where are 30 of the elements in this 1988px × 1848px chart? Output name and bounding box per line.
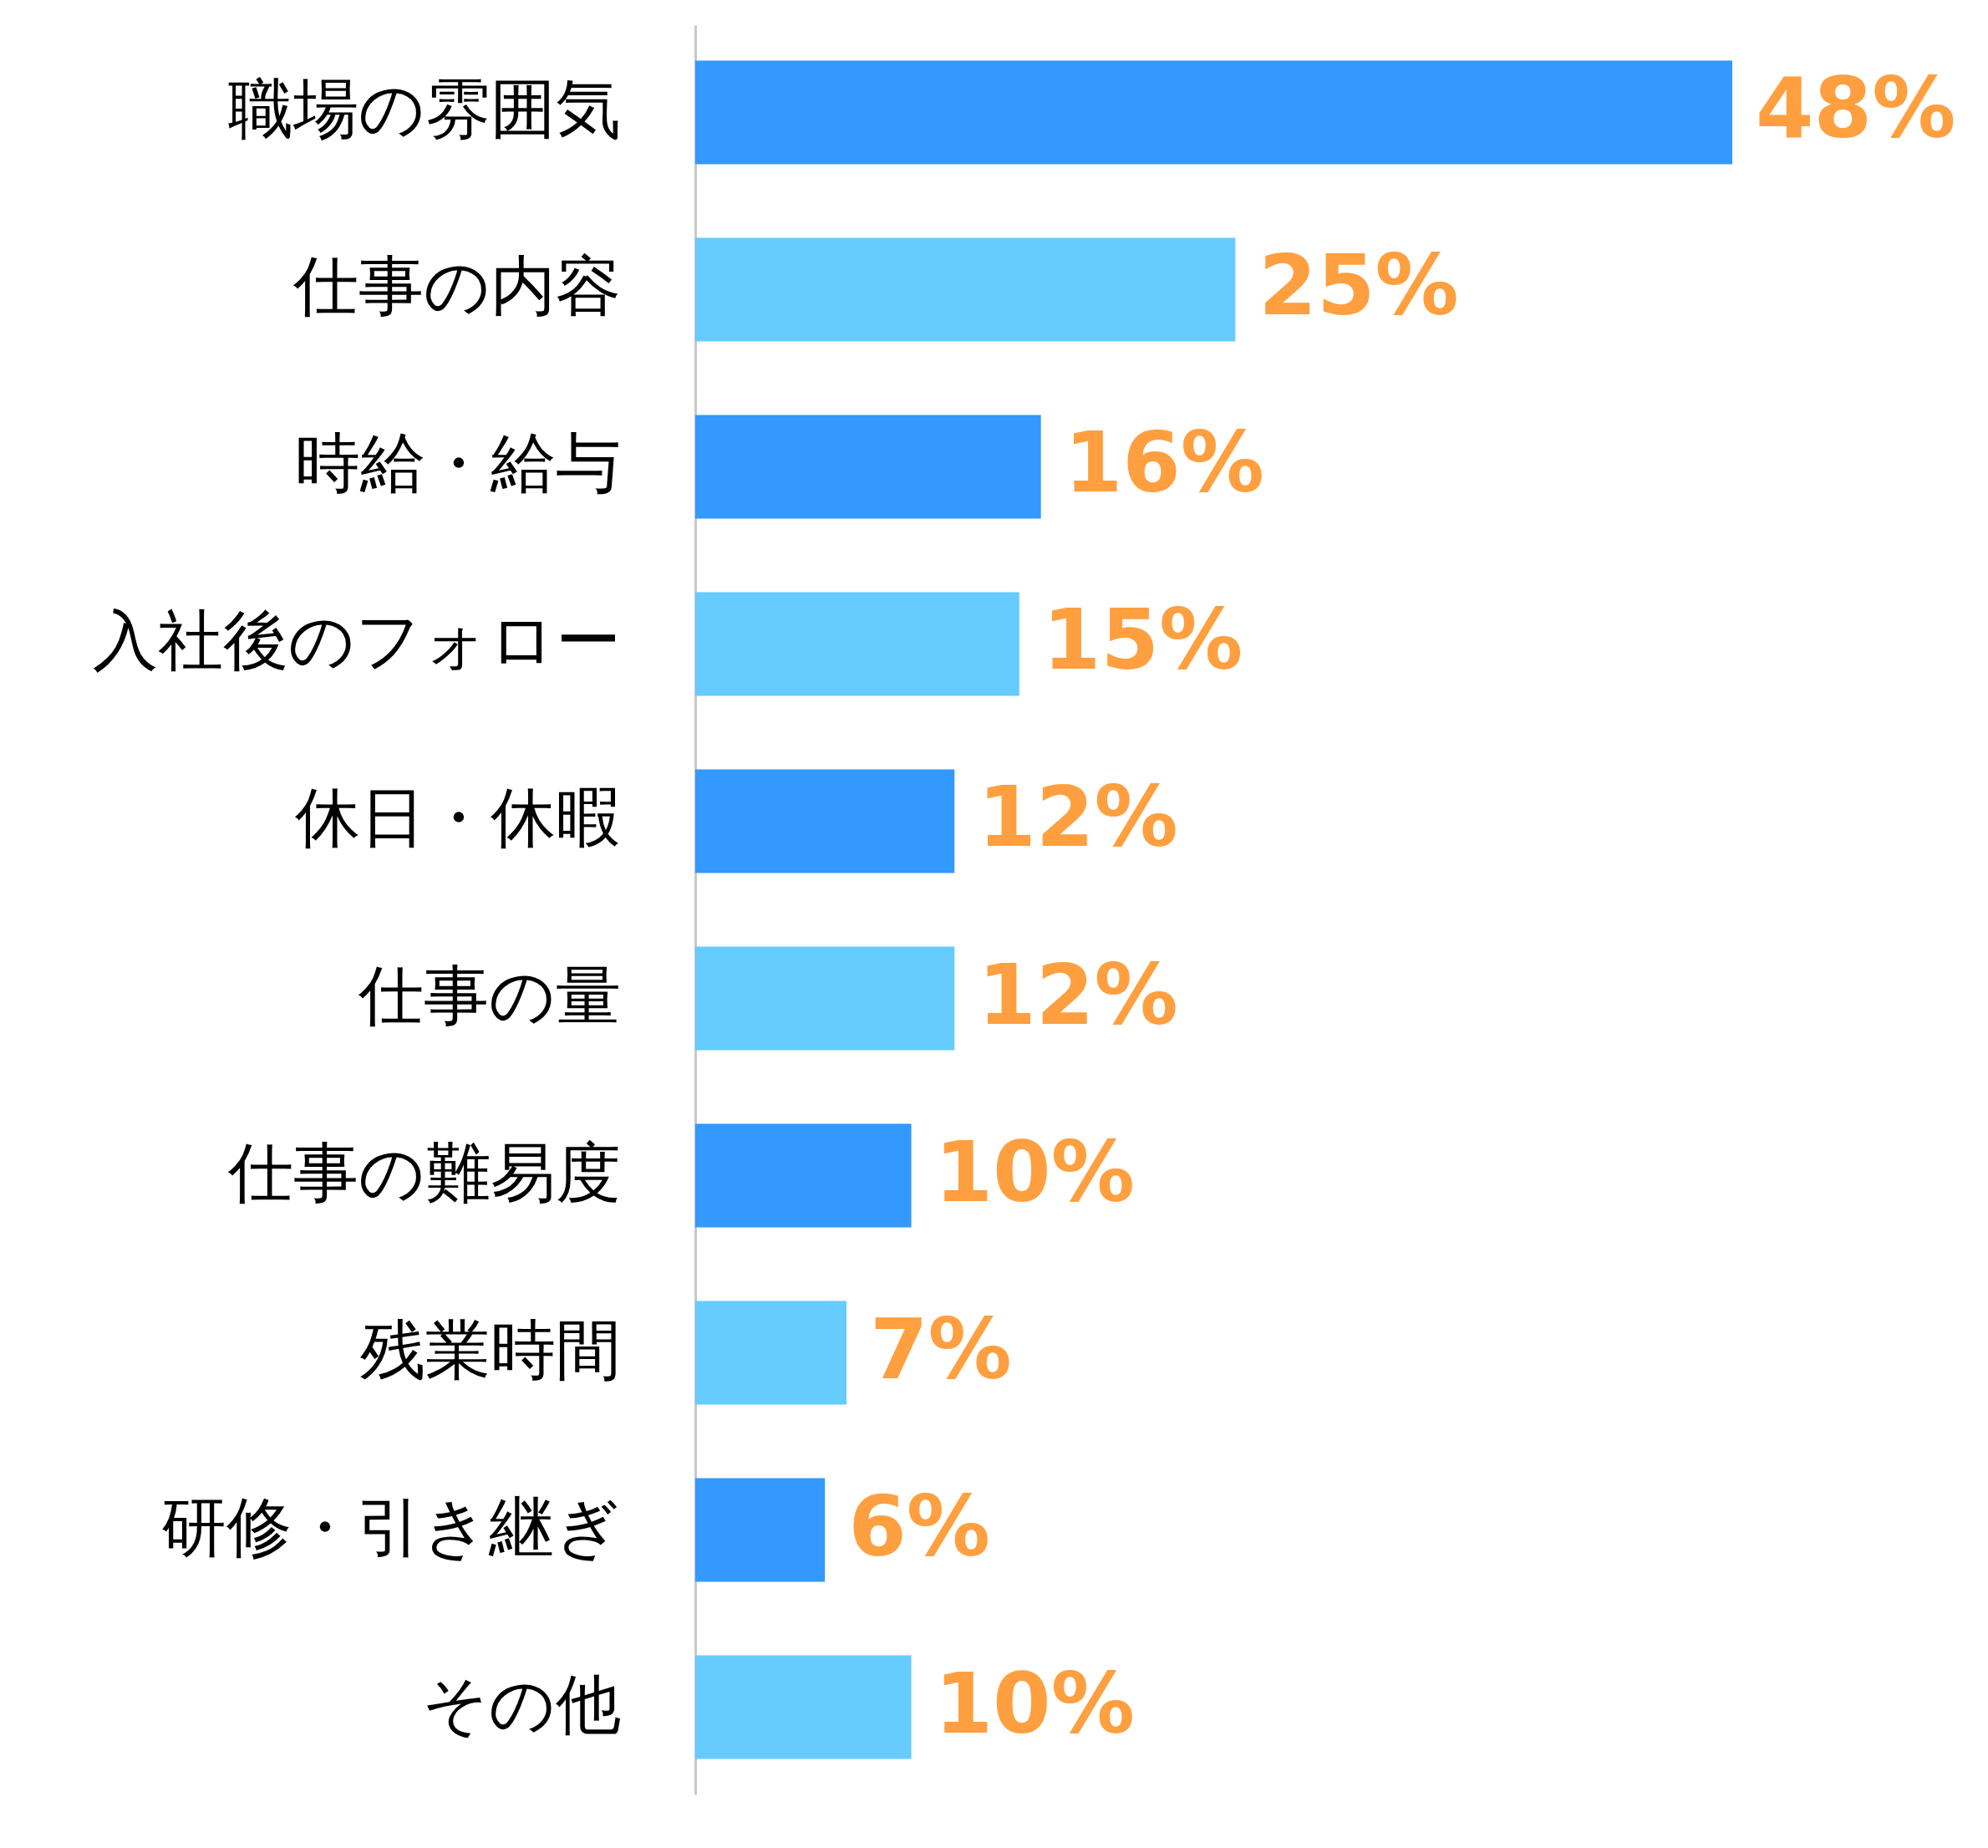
bar bbox=[695, 769, 955, 873]
y-tick-label: 仕事の内容 bbox=[292, 248, 621, 324]
bar bbox=[695, 1301, 847, 1405]
y-tick-label: 仕事の量 bbox=[357, 957, 621, 1033]
y-tick-label: 残業時間 bbox=[359, 1311, 621, 1387]
bar bbox=[695, 237, 1236, 342]
y-tick-label: 入社後のフォロー bbox=[92, 603, 621, 679]
data-label: 10% bbox=[934, 1654, 1135, 1753]
data-label: 48% bbox=[1756, 59, 1956, 158]
y-tick-label: 仕事の難易度 bbox=[226, 1134, 621, 1210]
bar bbox=[695, 1655, 912, 1759]
bar bbox=[695, 60, 1732, 165]
y-tick-label: 休日・休暇 bbox=[294, 780, 621, 856]
y-tick-label: 研修・引き継ぎ bbox=[160, 1489, 621, 1565]
bar bbox=[695, 415, 1041, 519]
y-tick-label: その他 bbox=[421, 1666, 621, 1742]
bar bbox=[695, 946, 955, 1051]
data-label: 10% bbox=[934, 1123, 1135, 1221]
data-label: 15% bbox=[1042, 591, 1243, 690]
data-label: 6% bbox=[848, 1477, 990, 1576]
bar bbox=[695, 592, 1019, 696]
data-label: 12% bbox=[978, 945, 1178, 1044]
bar bbox=[695, 1123, 912, 1228]
data-label: 12% bbox=[978, 768, 1178, 867]
data-label: 7% bbox=[869, 1300, 1012, 1398]
y-tick-label: 職場の雰囲気 bbox=[227, 71, 621, 147]
y-tick-label: 時給・給与 bbox=[294, 425, 621, 501]
bar bbox=[695, 1478, 826, 1582]
data-label: 16% bbox=[1064, 414, 1265, 512]
data-label: 25% bbox=[1258, 237, 1459, 335]
